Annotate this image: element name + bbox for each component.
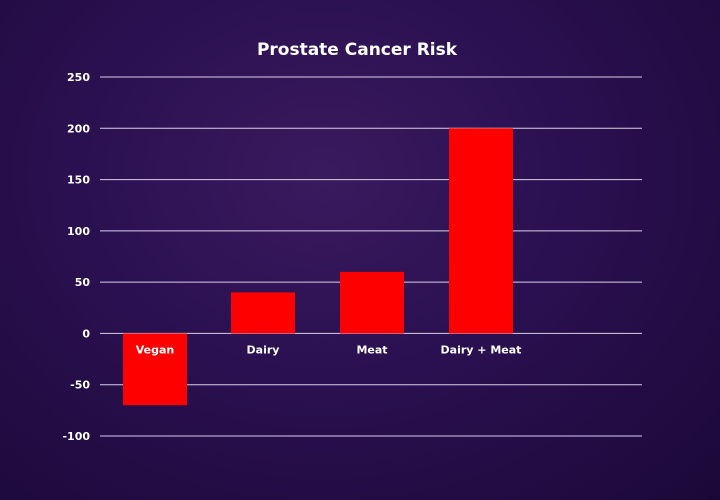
y-tick-label-5: 0: [82, 327, 90, 340]
bar-0: [123, 333, 187, 406]
chart-title: Prostate Cancer Risk: [256, 40, 458, 60]
x-category-label-2: Meat: [356, 343, 387, 356]
bar-1: [231, 292, 295, 334]
y-tick-label-0: 250: [67, 71, 90, 84]
x-category-label-0: Vegan: [136, 343, 175, 356]
y-tick-label-4: 50: [75, 276, 91, 289]
x-category-label-3: Dairy + Meat: [441, 343, 522, 356]
y-tick-label-7: -100: [62, 430, 90, 443]
y-tick-label-2: 150: [67, 174, 90, 187]
y-tick-label-3: 100: [67, 225, 90, 238]
bar-2: [340, 271, 404, 334]
y-tick-label-1: 200: [67, 122, 90, 135]
y-tick-label-6: -50: [70, 379, 90, 392]
x-category-label-1: Dairy: [247, 343, 280, 356]
bar-3: [449, 128, 513, 334]
